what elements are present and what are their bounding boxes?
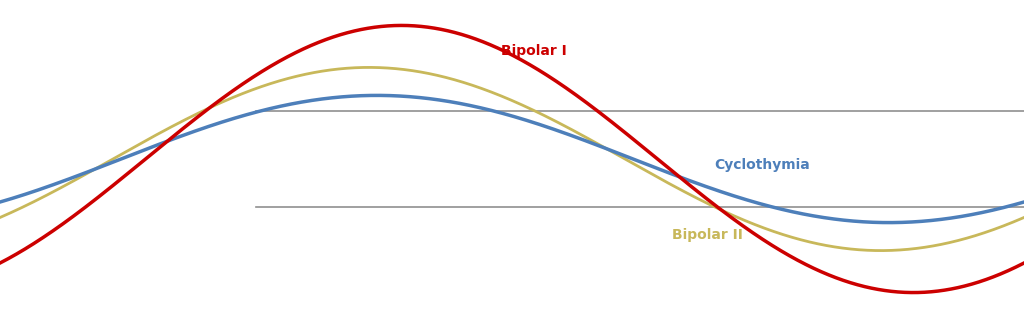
Text: Bipolar I: Bipolar I <box>502 44 567 58</box>
Text: Bipolar II: Bipolar II <box>672 228 742 242</box>
Text: Cyclothymia: Cyclothymia <box>715 158 810 172</box>
